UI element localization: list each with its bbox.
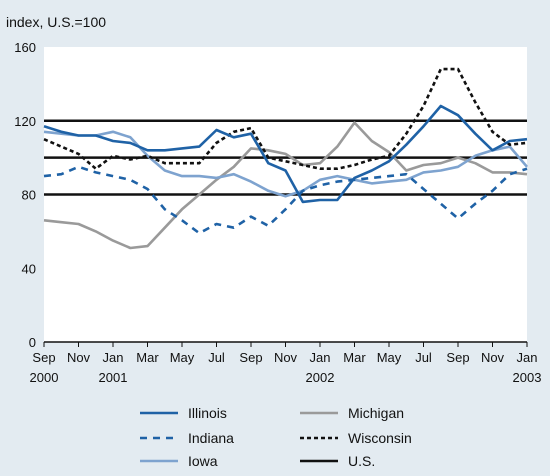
x-tick-label: May bbox=[377, 350, 402, 365]
series-lines bbox=[43, 67, 528, 250]
x-tick-label: Mar bbox=[343, 350, 366, 365]
y-tick-label: 0 bbox=[29, 335, 36, 350]
x-tick-label: Jan bbox=[310, 350, 331, 365]
x-tick-label: Mar bbox=[136, 350, 159, 365]
x-tick-year-label: 2000 bbox=[30, 370, 59, 385]
x-tick-label: Jul bbox=[415, 350, 432, 365]
x-tick-label: Sep bbox=[446, 350, 469, 365]
legend-label: Indiana bbox=[188, 430, 234, 446]
x-tick-label: Nov bbox=[67, 350, 91, 365]
series-line-illinois bbox=[43, 104, 528, 204]
y-axis-unit-label: index, U.S.=100 bbox=[6, 14, 106, 30]
legend-label: Iowa bbox=[188, 453, 218, 469]
y-tick-label: 120 bbox=[14, 114, 36, 129]
x-tick-label: Jul bbox=[208, 350, 225, 365]
x-tick-label: Sep bbox=[32, 350, 55, 365]
x-tick-year-label: 2003 bbox=[513, 370, 542, 385]
plot-area bbox=[43, 47, 528, 343]
legend: Illinois Michigan Indiana Wisconsin Iowa U.S. bbox=[140, 405, 412, 469]
series-line-michigan bbox=[43, 121, 528, 250]
legend-item-indiana: Indiana bbox=[140, 430, 234, 446]
x-tick-label: Sep bbox=[239, 350, 262, 365]
x-tick-label: Jan bbox=[517, 350, 538, 365]
y-tick-label: 40 bbox=[22, 261, 36, 276]
x-tick-label: Jan bbox=[103, 350, 124, 365]
legend-item-michigan: Michigan bbox=[300, 405, 404, 421]
y-axis-ticks: 0 40 80 120 160 bbox=[14, 40, 36, 350]
x-tick-label: May bbox=[170, 350, 195, 365]
legend-label: U.S. bbox=[348, 453, 375, 469]
y-tick-label: 160 bbox=[14, 40, 36, 55]
y-tick-label: 80 bbox=[22, 188, 36, 203]
series-line-iowa bbox=[43, 130, 528, 198]
series-line-wisconsin bbox=[43, 67, 528, 170]
legend-label: Michigan bbox=[348, 405, 404, 421]
legend-label: Illinois bbox=[188, 405, 227, 421]
legend-label: Wisconsin bbox=[348, 430, 412, 446]
x-axis-ticks: Sep 2000 Nov Jan 2001 Mar May Jul Sep Nov Jan 2002 M… bbox=[30, 342, 542, 385]
x-tick-year-label: 2002 bbox=[306, 370, 335, 385]
x-tick-label: Nov bbox=[274, 350, 298, 365]
legend-item-iowa: Iowa bbox=[140, 453, 218, 469]
legend-item-wisconsin: Wisconsin bbox=[300, 430, 412, 446]
legend-item-illinois: Illinois bbox=[140, 405, 227, 421]
x-tick-year-label: 2001 bbox=[99, 370, 128, 385]
series-line-indiana bbox=[43, 165, 528, 235]
x-tick-label: Nov bbox=[481, 350, 505, 365]
legend-item-u-s: U.S. bbox=[300, 453, 375, 469]
